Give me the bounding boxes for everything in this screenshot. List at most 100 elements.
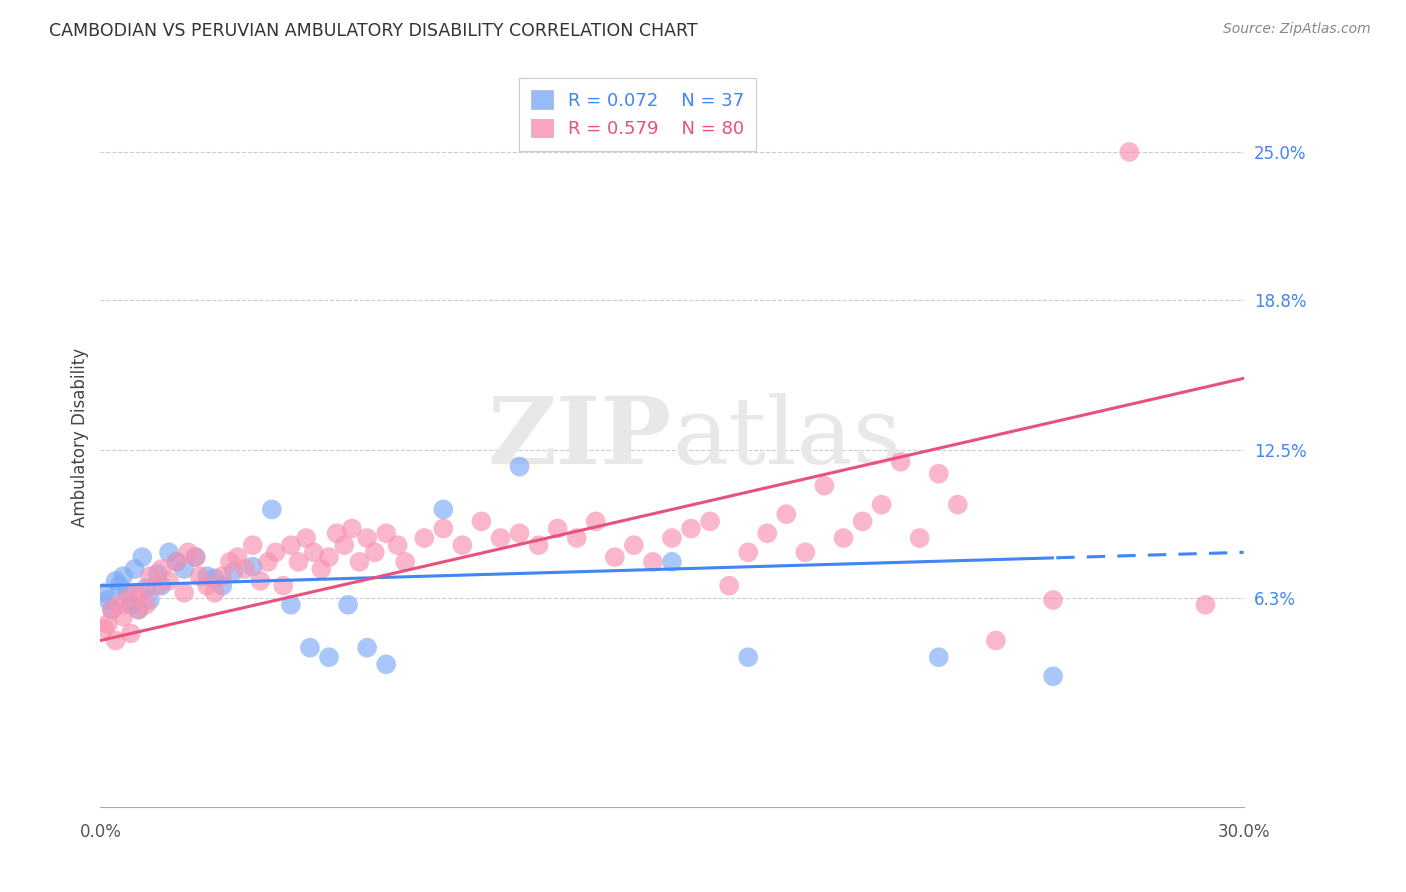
Point xyxy=(93,622,115,636)
Point xyxy=(737,545,759,559)
Point xyxy=(565,531,588,545)
Point xyxy=(112,569,135,583)
Point xyxy=(115,586,138,600)
Point xyxy=(173,562,195,576)
Point xyxy=(387,538,409,552)
Point xyxy=(242,538,264,552)
Point xyxy=(287,555,309,569)
Point xyxy=(157,574,180,588)
Text: Source: ZipAtlas.com: Source: ZipAtlas.com xyxy=(1223,22,1371,37)
Point xyxy=(527,538,550,552)
Point xyxy=(146,566,169,581)
Point xyxy=(432,502,454,516)
Point xyxy=(718,579,741,593)
Point xyxy=(1042,593,1064,607)
Point xyxy=(364,545,387,559)
Point xyxy=(146,579,169,593)
Point xyxy=(870,498,893,512)
Point xyxy=(120,626,142,640)
Point xyxy=(356,640,378,655)
Point xyxy=(311,562,333,576)
Point xyxy=(135,581,157,595)
Point xyxy=(451,538,474,552)
Point xyxy=(219,555,242,569)
Point xyxy=(195,569,218,583)
Point xyxy=(249,574,271,588)
Point xyxy=(394,555,416,569)
Point xyxy=(623,538,645,552)
Point xyxy=(104,574,127,588)
Point xyxy=(195,579,218,593)
Point xyxy=(271,579,294,593)
Point xyxy=(1042,669,1064,683)
Text: atlas: atlas xyxy=(672,393,901,483)
Point xyxy=(280,598,302,612)
Point xyxy=(120,598,142,612)
Point xyxy=(222,565,245,579)
Point xyxy=(150,562,173,576)
Point xyxy=(679,521,702,535)
Point xyxy=(135,598,157,612)
Point xyxy=(375,526,398,541)
Point xyxy=(832,531,855,545)
Point xyxy=(413,531,436,545)
Point xyxy=(104,633,127,648)
Point xyxy=(337,598,360,612)
Point xyxy=(127,602,149,616)
Point xyxy=(851,514,873,528)
Point xyxy=(127,602,149,616)
Point xyxy=(349,555,371,569)
Point xyxy=(257,555,280,569)
Point xyxy=(890,455,912,469)
Point xyxy=(166,555,188,569)
Point xyxy=(699,514,721,528)
Point xyxy=(509,526,531,541)
Point xyxy=(101,602,124,616)
Point xyxy=(756,526,779,541)
Point xyxy=(184,550,207,565)
Point xyxy=(489,531,512,545)
Point xyxy=(211,569,233,583)
Point xyxy=(188,569,211,583)
Point xyxy=(173,586,195,600)
Point xyxy=(432,521,454,535)
Point xyxy=(1194,598,1216,612)
Point xyxy=(661,531,683,545)
Point xyxy=(318,550,340,565)
Y-axis label: Ambulatory Disability: Ambulatory Disability xyxy=(72,349,89,527)
Point xyxy=(603,550,626,565)
Point xyxy=(204,586,226,600)
Legend: R = 0.072    N = 37, R = 0.579    N = 80: R = 0.072 N = 37, R = 0.579 N = 80 xyxy=(519,78,756,151)
Point xyxy=(211,579,233,593)
Point xyxy=(150,579,173,593)
Point xyxy=(325,526,347,541)
Point xyxy=(124,562,146,576)
Point xyxy=(298,640,321,655)
Point xyxy=(226,550,249,565)
Point xyxy=(108,598,131,612)
Point xyxy=(93,586,115,600)
Point xyxy=(356,531,378,545)
Point xyxy=(333,538,356,552)
Point xyxy=(641,555,664,569)
Point xyxy=(794,545,817,559)
Point xyxy=(115,593,138,607)
Point xyxy=(509,459,531,474)
Point xyxy=(928,650,950,665)
Point xyxy=(108,579,131,593)
Point xyxy=(177,545,200,559)
Point xyxy=(928,467,950,481)
Point xyxy=(112,609,135,624)
Point xyxy=(233,562,256,576)
Point xyxy=(184,550,207,565)
Point xyxy=(139,569,162,583)
Point xyxy=(585,514,607,528)
Point xyxy=(908,531,931,545)
Point xyxy=(97,616,120,631)
Point xyxy=(139,593,162,607)
Point xyxy=(260,502,283,516)
Point xyxy=(737,650,759,665)
Point xyxy=(204,572,226,586)
Point xyxy=(318,650,340,665)
Point xyxy=(264,545,287,559)
